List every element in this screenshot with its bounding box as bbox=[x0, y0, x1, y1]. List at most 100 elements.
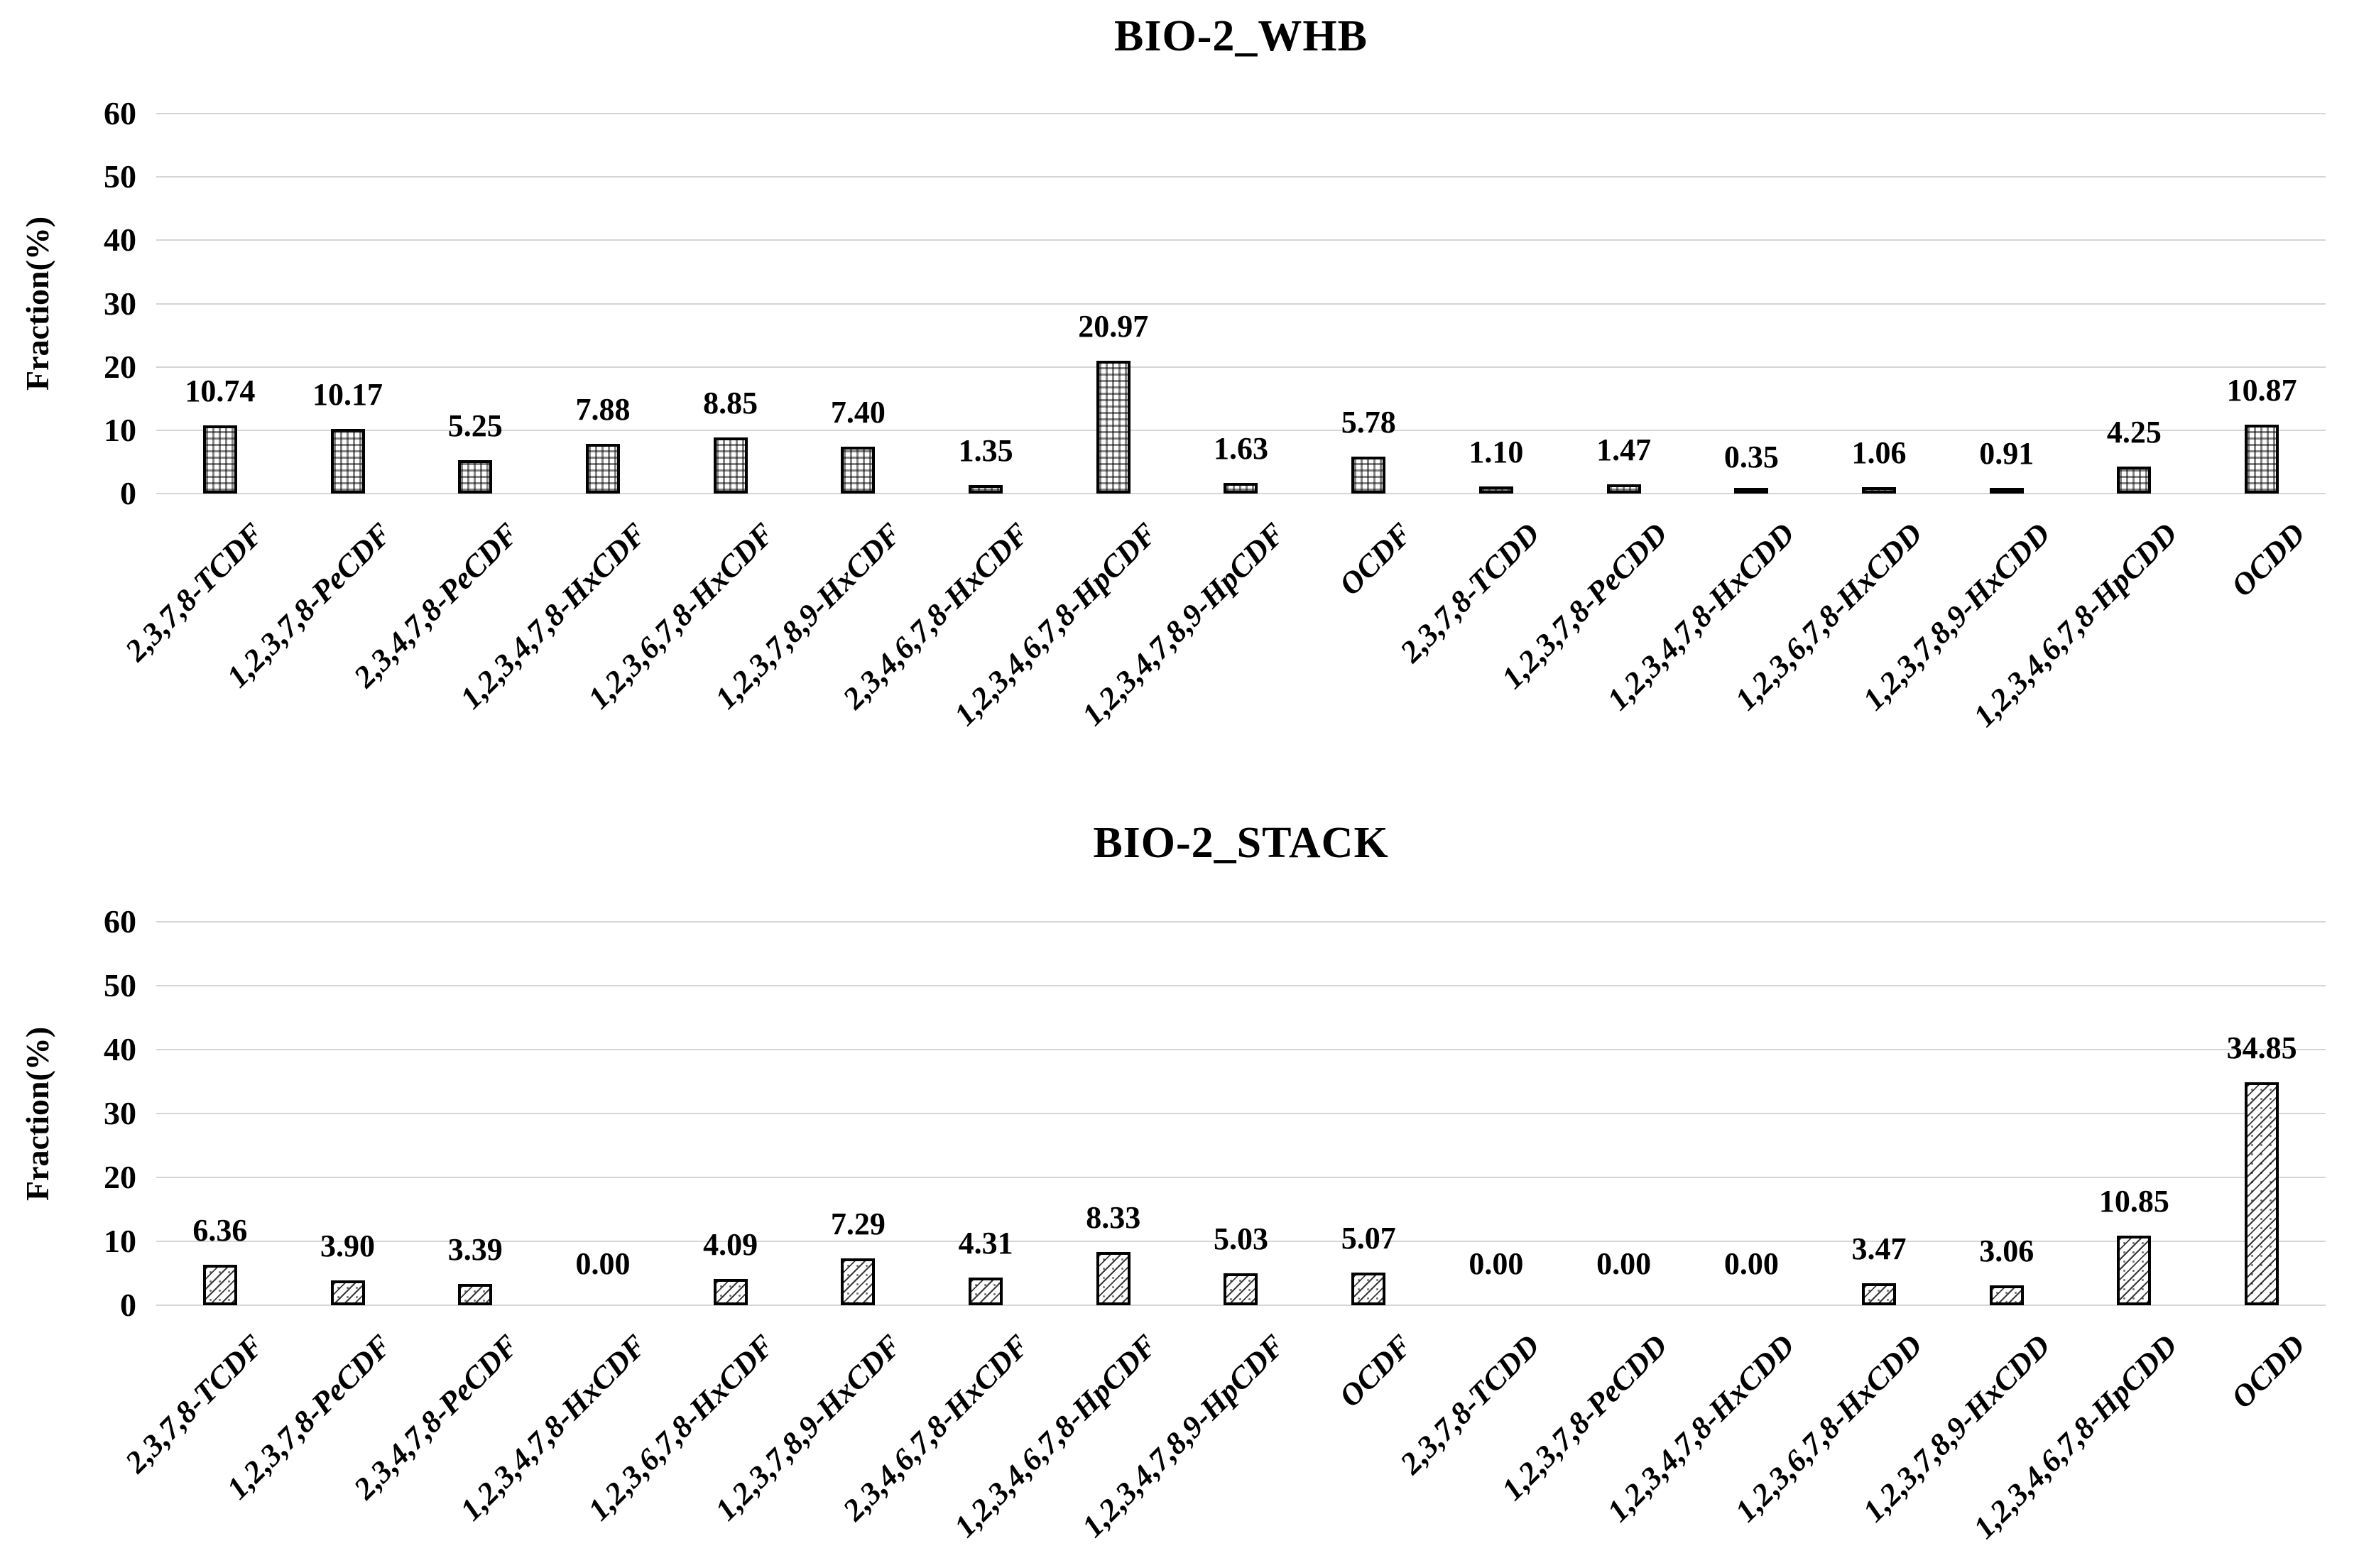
bar bbox=[1989, 487, 2024, 494]
bar-value-label: 34.85 bbox=[2226, 1030, 2297, 1066]
bar-value-label: 8.33 bbox=[1086, 1200, 1141, 1236]
plot-area: 0 10 20 30 40 50 60 10.74 10.17 5.25 7.88 8.85 7.40 1… bbox=[104, 97, 2326, 510]
bar bbox=[458, 1283, 493, 1305]
y-tick-label: 60 bbox=[104, 903, 136, 940]
bar bbox=[1224, 483, 1258, 494]
y-tick-label: 40 bbox=[104, 222, 136, 258]
bar-value-label: 0.00 bbox=[575, 1246, 631, 1281]
chart-title: BIO-2_STACK bbox=[1093, 819, 1389, 867]
bar-slot: 10.85 bbox=[2071, 922, 2199, 1305]
bar-value-label: 5.78 bbox=[1341, 405, 1396, 440]
gridline bbox=[156, 493, 2326, 494]
bar-value-label: 7.29 bbox=[830, 1207, 886, 1242]
bar-value-label: 3.39 bbox=[447, 1231, 503, 1267]
bar-value-label: 10.85 bbox=[2098, 1184, 2169, 1219]
y-tick-label: 20 bbox=[104, 1159, 136, 1195]
x-category-label: OCDD bbox=[2224, 516, 2312, 604]
bar-slot: 0.00 bbox=[1432, 922, 1560, 1305]
bar-value-label: 5.25 bbox=[447, 408, 503, 444]
chart-bio2-whb: BIO-2_WHB Fraction(%) 0 10 20 30 40 50 60 10.74… bbox=[19, 12, 2326, 778]
bar-slot: 5.03 bbox=[1177, 922, 1305, 1305]
bar-slot: 7.29 bbox=[795, 922, 922, 1305]
bar-value-label: 0.00 bbox=[1723, 1246, 1779, 1281]
bar-slot: 3.90 bbox=[284, 922, 412, 1305]
bar-value-label: 10.74 bbox=[185, 374, 256, 409]
gridline bbox=[156, 113, 2326, 114]
bar-slot: 1.10 bbox=[1432, 114, 1560, 494]
bar-value-label: 1.63 bbox=[1213, 431, 1268, 467]
bar-slot: 4.25 bbox=[2071, 114, 2199, 494]
y-tick-label: 30 bbox=[104, 285, 136, 322]
bar-slot: 7.88 bbox=[539, 114, 667, 494]
gridline bbox=[156, 366, 2326, 368]
x-category-label: OCDD bbox=[2224, 1327, 2312, 1415]
y-tick-label: 10 bbox=[104, 1223, 136, 1259]
bar bbox=[969, 484, 1003, 494]
bar-value-label: 3.90 bbox=[320, 1228, 376, 1263]
bar-slot: 20.97 bbox=[1050, 114, 1177, 494]
bar bbox=[713, 437, 748, 494]
bar bbox=[1862, 486, 1897, 494]
bar-value-label: 0.91 bbox=[1979, 435, 2034, 471]
bar-slot: 3.47 bbox=[1815, 922, 1943, 1305]
bar bbox=[1224, 1273, 1258, 1305]
gridline bbox=[156, 239, 2326, 241]
chart-title: BIO-2_WHB bbox=[1114, 12, 1368, 60]
bar bbox=[2117, 1236, 2152, 1305]
bar-value-label: 0.00 bbox=[1469, 1246, 1524, 1281]
bar-slot: 8.33 bbox=[1050, 922, 1177, 1305]
bar-slot: 1.35 bbox=[922, 114, 1050, 494]
bar bbox=[2245, 1082, 2279, 1305]
bar-value-label: 4.25 bbox=[2106, 415, 2162, 450]
bar-slot: 5.78 bbox=[1304, 114, 1432, 494]
bar bbox=[841, 447, 876, 494]
bar bbox=[1606, 484, 1641, 494]
bar bbox=[202, 1264, 237, 1305]
y-tick-label: 40 bbox=[104, 1031, 136, 1067]
x-axis-labels: 2,3,7,8-TCDF 1,2,3,7,8-PeCDF 2,3,4,7,8-PeC… bbox=[119, 494, 2326, 778]
y-tick-label: 50 bbox=[104, 158, 136, 195]
bar-value-label: 8.85 bbox=[703, 386, 758, 421]
bar bbox=[2117, 467, 2152, 494]
y-tick-label: 0 bbox=[120, 1287, 136, 1323]
y-tick-label: 50 bbox=[104, 967, 136, 1003]
bar-value-label: 7.40 bbox=[830, 395, 886, 430]
y-tick-label: 10 bbox=[104, 411, 136, 448]
bar-slot: 0.00 bbox=[1560, 922, 1688, 1305]
x-category-label: OCDF bbox=[1332, 516, 1419, 602]
bar-slot: 5.07 bbox=[1304, 922, 1432, 1305]
bar-slot: 7.40 bbox=[795, 114, 922, 494]
bar-slot: 10.17 bbox=[284, 114, 412, 494]
bar bbox=[969, 1278, 1003, 1305]
bar-slot: 0.91 bbox=[1943, 114, 2071, 494]
bar bbox=[330, 429, 365, 494]
bar-slot: 3.06 bbox=[1943, 922, 2071, 1305]
bar-slot: 1.63 bbox=[1177, 114, 1305, 494]
bar-slot: 5.25 bbox=[411, 114, 539, 494]
bar-value-label: 1.10 bbox=[1469, 435, 1524, 470]
bar-slot: 4.31 bbox=[922, 922, 1050, 1305]
bar-value-label: 10.87 bbox=[2226, 373, 2297, 408]
bar-value-label: 20.97 bbox=[1078, 309, 1149, 344]
bar-slot: 6.36 bbox=[156, 922, 284, 1305]
y-tick-label: 20 bbox=[104, 348, 136, 385]
gridline bbox=[156, 1177, 2326, 1178]
x-axis-labels: 2,3,7,8-TCDF 1,2,3,7,8-PeCDF 2,3,4,7,8-PeC… bbox=[119, 1305, 2326, 1568]
bar-slot: 10.87 bbox=[2198, 114, 2326, 494]
bar bbox=[585, 443, 620, 494]
bar-value-label: 5.03 bbox=[1213, 1221, 1268, 1256]
bar-slot: 34.85 bbox=[2198, 922, 2326, 1305]
bar-slot: 0.35 bbox=[1687, 114, 1815, 494]
bar bbox=[2245, 425, 2279, 494]
bar-value-label: 10.17 bbox=[312, 377, 383, 413]
bar-slot: 1.47 bbox=[1560, 114, 1688, 494]
y-axis-title: Fraction(%) bbox=[19, 1026, 55, 1201]
bar bbox=[1096, 1252, 1131, 1305]
x-category-label: OCDF bbox=[1332, 1327, 1419, 1414]
bar bbox=[330, 1280, 365, 1305]
bar-value-label: 1.47 bbox=[1596, 432, 1652, 467]
y-tick-label: 30 bbox=[104, 1095, 136, 1131]
y-tick-label: 0 bbox=[120, 475, 136, 511]
bar-value-label: 0.00 bbox=[1596, 1246, 1652, 1281]
